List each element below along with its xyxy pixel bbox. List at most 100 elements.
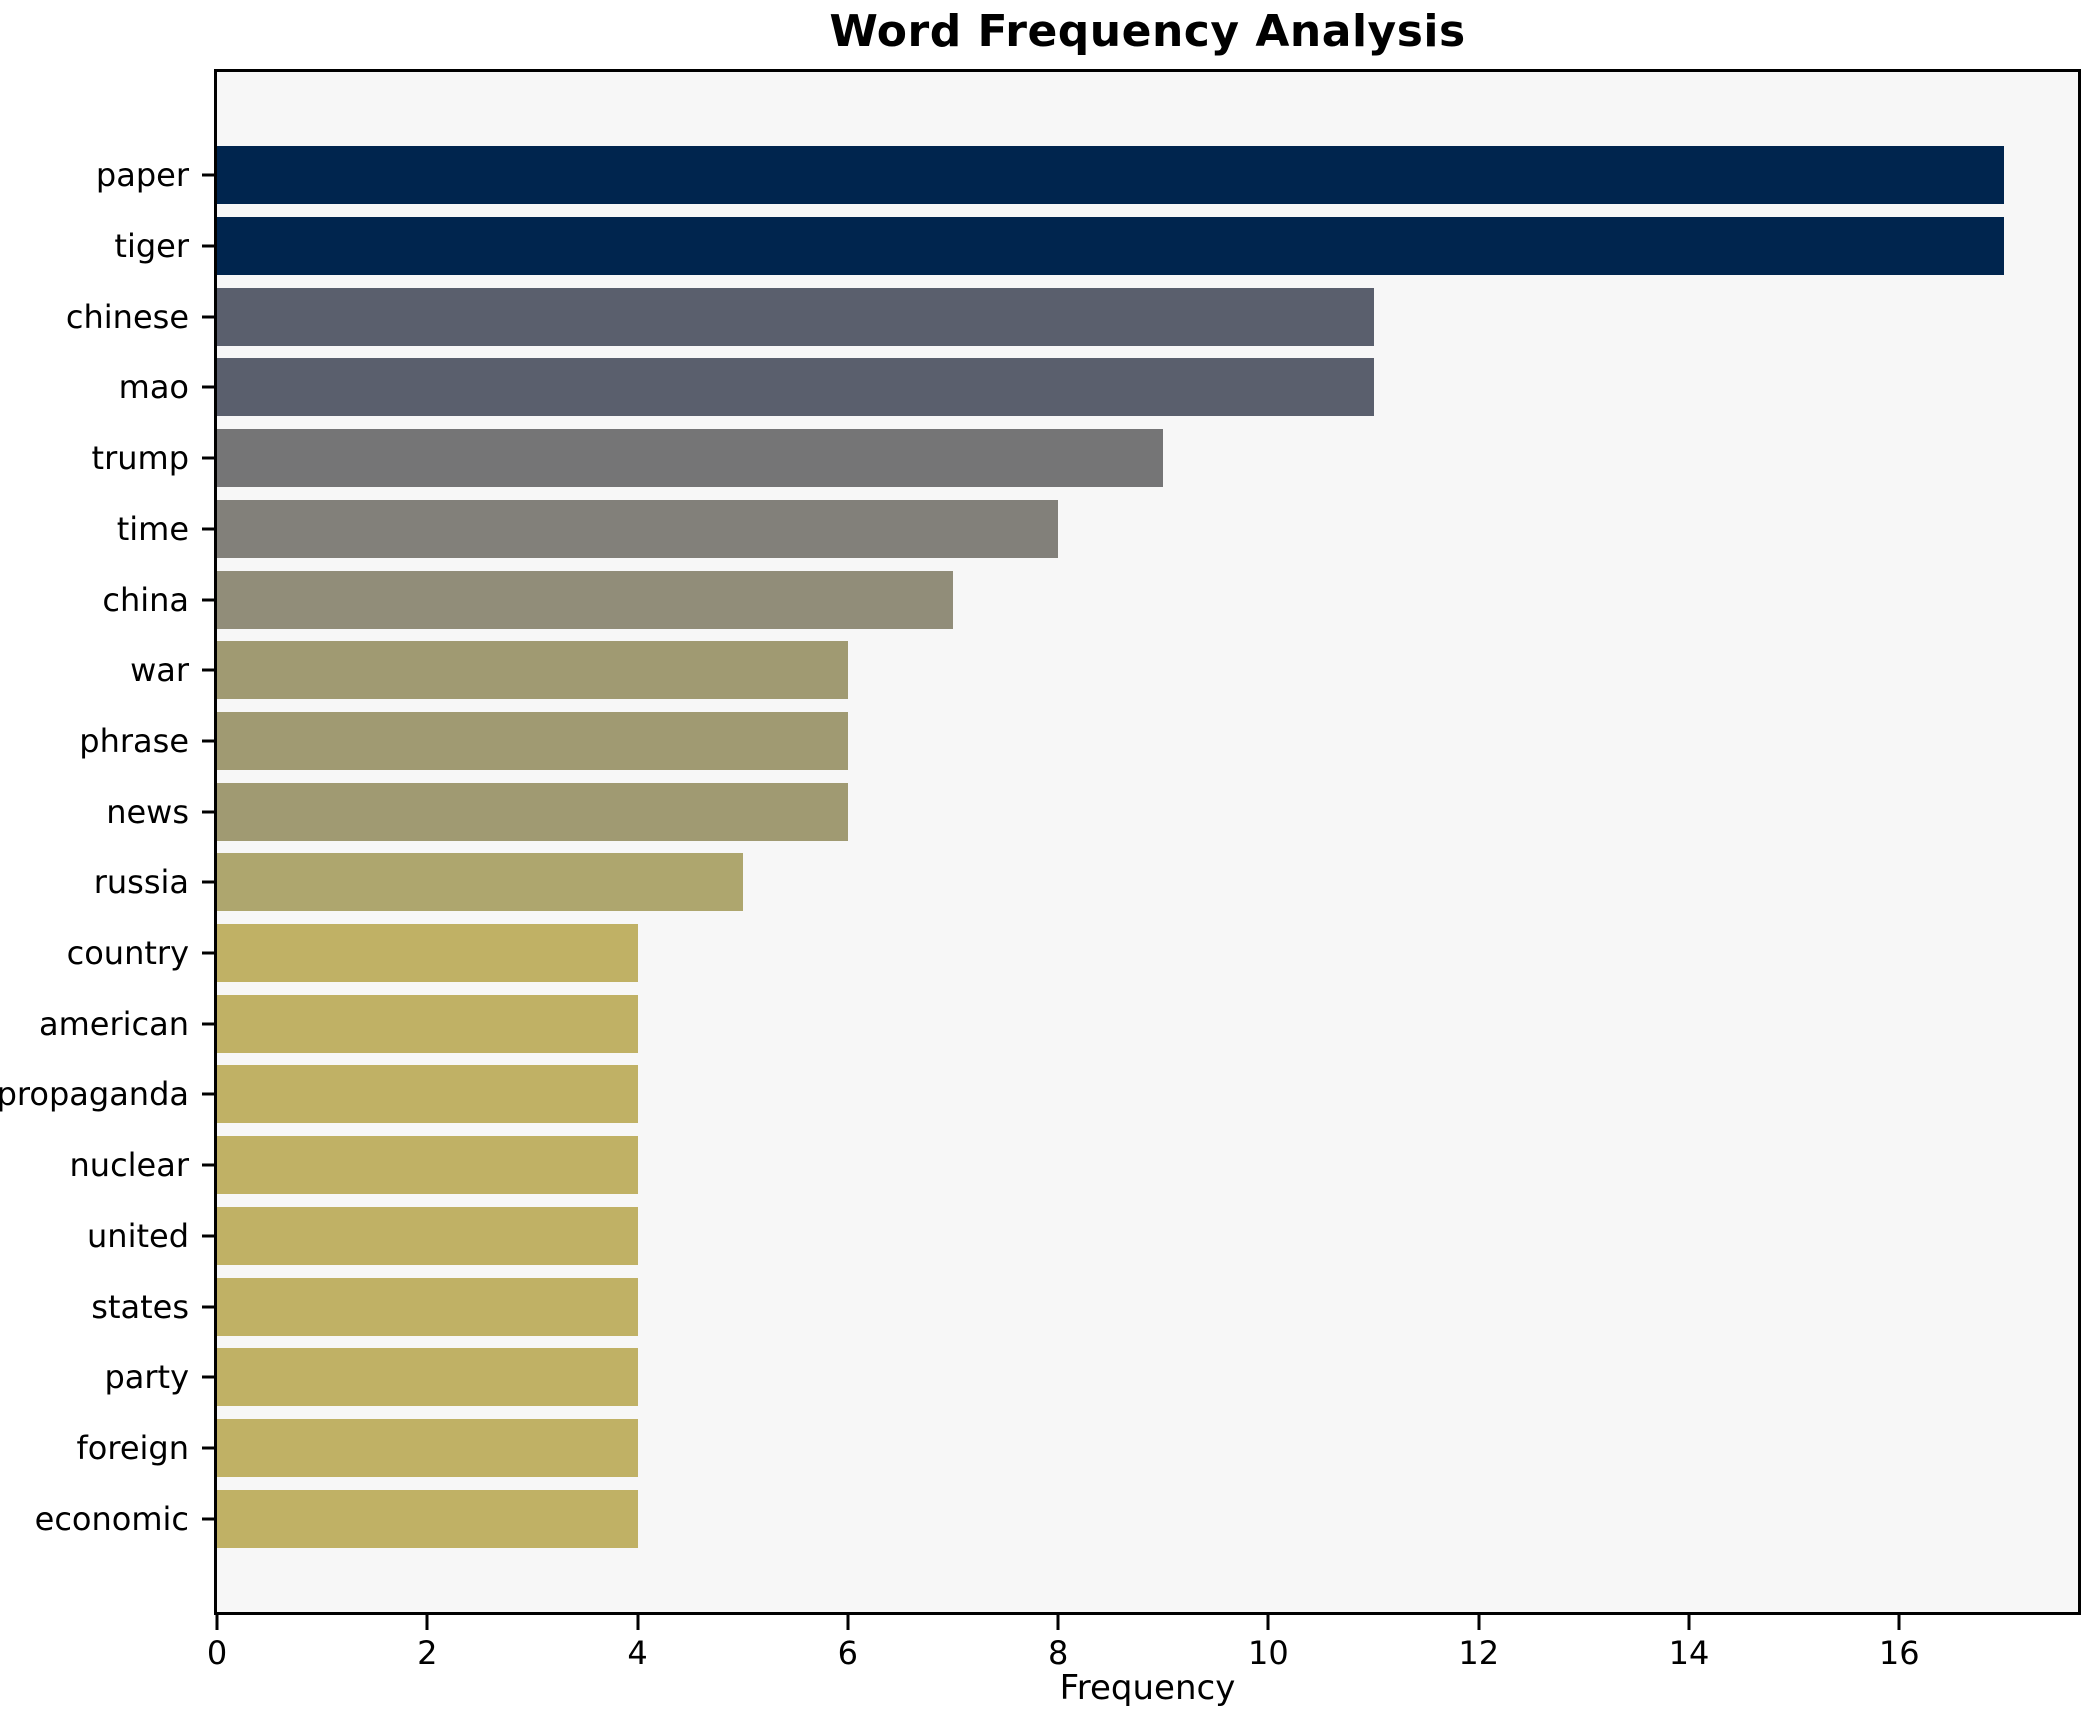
x-tick-mark bbox=[1266, 1615, 1270, 1630]
bar-row: country bbox=[67, 918, 2078, 989]
y-tick-label: war bbox=[130, 651, 189, 690]
bar-tiger bbox=[217, 217, 2005, 276]
bar-chinese bbox=[217, 287, 1374, 346]
bar-row: states bbox=[91, 1271, 2078, 1342]
bar-row: trump bbox=[92, 423, 2078, 494]
y-tick-mark bbox=[202, 244, 214, 248]
x-tick-mark bbox=[846, 1615, 850, 1630]
bar-nuclear bbox=[217, 1136, 638, 1195]
y-tick-label: economic bbox=[34, 1499, 189, 1538]
bar-row: russia bbox=[94, 847, 2078, 918]
y-tick-label: united bbox=[87, 1216, 189, 1255]
x-tick-mark bbox=[636, 1615, 640, 1630]
x-tick-label: 14 bbox=[1668, 1634, 1710, 1672]
bar-war bbox=[217, 641, 848, 700]
y-tick-label: foreign bbox=[76, 1429, 189, 1467]
bar-china bbox=[217, 570, 953, 629]
bar-row: war bbox=[130, 635, 2078, 706]
bar-row: nuclear bbox=[70, 1130, 2078, 1201]
x-tick-mark bbox=[1687, 1615, 1691, 1630]
y-tick-label: china bbox=[102, 580, 189, 619]
bar-row: chinese bbox=[66, 281, 2078, 352]
y-tick-mark bbox=[202, 668, 214, 672]
x-tick-mark bbox=[1477, 1615, 1481, 1630]
x-axis-label: Frequency bbox=[1059, 1668, 1236, 1708]
x-tick-label: 4 bbox=[627, 1634, 648, 1672]
bar-united bbox=[217, 1206, 638, 1265]
y-tick-label: country bbox=[66, 934, 189, 973]
x-tick-label: 8 bbox=[1047, 1634, 1069, 1672]
y-tick-label: party bbox=[104, 1358, 189, 1397]
x-tick-mark bbox=[1897, 1615, 1901, 1630]
bar-row: propaganda bbox=[0, 1059, 2078, 1130]
bar-trump bbox=[217, 429, 1164, 488]
bar-row: economic bbox=[35, 1483, 2078, 1554]
y-tick-mark bbox=[202, 385, 214, 389]
x-tick-label: 16 bbox=[1878, 1634, 1920, 1672]
x-tick-label: 10 bbox=[1248, 1634, 1289, 1672]
y-tick-label: phrase bbox=[79, 721, 189, 760]
y-tick-mark bbox=[202, 951, 214, 955]
bar-news bbox=[217, 782, 848, 841]
y-tick-mark bbox=[202, 810, 214, 814]
bar-row: tiger bbox=[114, 211, 2078, 282]
y-tick-mark bbox=[202, 1517, 214, 1521]
y-tick-mark bbox=[202, 1022, 214, 1026]
bar-row: phrase bbox=[79, 706, 2078, 777]
y-tick-mark bbox=[202, 456, 214, 460]
x-tick-mark bbox=[425, 1615, 429, 1630]
bar-russia bbox=[217, 853, 743, 912]
bar-row: united bbox=[87, 1201, 2078, 1272]
bar-phrase bbox=[217, 711, 848, 770]
bar-row: american bbox=[39, 988, 2078, 1059]
bar-row: news bbox=[106, 776, 2078, 847]
bar-economic bbox=[217, 1489, 638, 1548]
y-tick-label: propaganda bbox=[0, 1075, 189, 1114]
bar-paper bbox=[217, 146, 2005, 205]
bar-foreign bbox=[217, 1419, 638, 1477]
bar-mao bbox=[217, 358, 1374, 417]
x-tick-label: 2 bbox=[417, 1634, 438, 1672]
x-tick-label: 0 bbox=[206, 1634, 228, 1672]
y-tick-mark bbox=[202, 1375, 214, 1379]
bar-time bbox=[217, 499, 1059, 558]
y-tick-label: american bbox=[39, 1004, 189, 1043]
y-tick-mark bbox=[202, 1092, 214, 1096]
bar-row: mao bbox=[119, 352, 2078, 423]
bar-country bbox=[217, 924, 638, 983]
y-tick-mark bbox=[202, 1305, 214, 1309]
y-tick-mark bbox=[202, 880, 214, 884]
bar-states bbox=[217, 1277, 638, 1336]
y-tick-label: states bbox=[91, 1287, 189, 1326]
bar-row: china bbox=[102, 564, 2078, 635]
y-tick-mark bbox=[202, 1446, 214, 1450]
y-tick-label: news bbox=[106, 792, 189, 831]
y-tick-label: trump bbox=[91, 439, 189, 478]
y-tick-mark bbox=[202, 1163, 214, 1167]
x-tick-label: 6 bbox=[837, 1634, 859, 1672]
plot-area: paper tiger chinese mao trump time china war phr… bbox=[0, 69, 2081, 1672]
y-tick-mark bbox=[202, 739, 214, 743]
y-tick-mark bbox=[202, 173, 214, 177]
bar-american bbox=[217, 994, 638, 1053]
chart-title: Word Frequency Analysis bbox=[829, 6, 1466, 57]
y-tick-label: mao bbox=[118, 368, 189, 407]
y-tick-label: chinese bbox=[65, 297, 189, 336]
bar-row: paper bbox=[96, 140, 2078, 211]
bar-row: party bbox=[104, 1342, 2078, 1413]
bar-propaganda bbox=[217, 1065, 638, 1124]
bars-container: paper tiger chinese mao trump time china war phr… bbox=[0, 72, 2078, 1612]
bar-row: time bbox=[117, 494, 2078, 565]
y-tick-label: time bbox=[116, 509, 189, 548]
x-tick-mark bbox=[215, 1615, 219, 1630]
y-tick-label: paper bbox=[95, 156, 189, 195]
y-tick-mark bbox=[202, 598, 214, 602]
y-tick-label: nuclear bbox=[69, 1146, 190, 1185]
y-tick-label: tiger bbox=[114, 227, 189, 266]
bar-party bbox=[217, 1348, 638, 1407]
x-tick-label: 12 bbox=[1458, 1634, 1500, 1672]
y-tick-mark bbox=[202, 527, 214, 531]
x-tick-mark bbox=[1056, 1615, 1060, 1630]
y-tick-mark bbox=[202, 315, 214, 319]
